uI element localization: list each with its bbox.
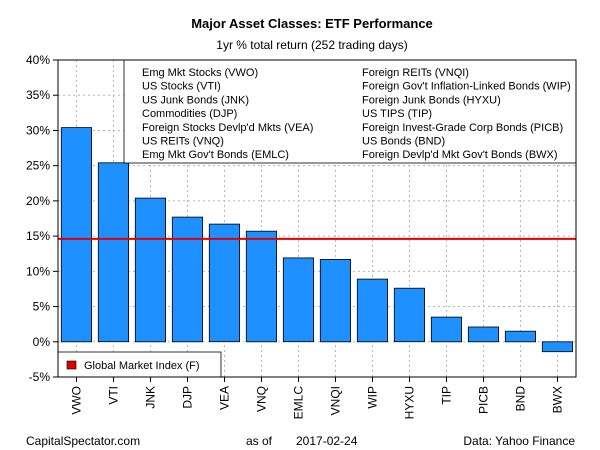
axes: -5% 0% 5% 10% 15% 20% 25% 30% 35% 40% VWO VTI JNK DJP… (26, 53, 577, 420)
x-tick-label-jnk: JNK (144, 386, 158, 409)
bar-jnk (134, 197, 167, 343)
y-tick-label: 30% (26, 123, 50, 137)
gmi-legend-label: Global Market Index (F) (84, 360, 200, 372)
chart-title: Major Asset Classes: ETF Performance (191, 16, 433, 31)
x-tick-label-hyxu: HYXU (403, 386, 417, 419)
bar-tip (430, 316, 462, 343)
x-tick-label-djp: DJP (181, 386, 195, 409)
footer-source-left: CapitalSpectator.com (26, 434, 140, 448)
bar-hyxu (393, 287, 425, 343)
legend-entry-left: Emg Mkt Gov't Bonds (EMLC) (142, 149, 289, 161)
x-tick-label-emlc: EMLC (292, 386, 306, 420)
x-tick-label-vnqi: VNQI (329, 386, 343, 415)
legend-entry-right: Foreign Devlp'd Mkt Gov't Bonds (BWX) (362, 149, 558, 161)
gmi-legend-swatch (66, 360, 77, 370)
y-tick-label: 5% (33, 300, 51, 314)
legend-entry-right: US TIPS (TIP) (362, 108, 432, 120)
bar-picb (467, 326, 499, 343)
x-tick-label-vwo: VWO (70, 386, 84, 415)
footer-data-source: Data: Yahoo Finance (463, 434, 575, 448)
legend-entry-right: Foreign REITs (VNQI) (362, 67, 469, 79)
x-tick-label-vnq: VNQ (255, 386, 269, 412)
bar-emlc (282, 257, 314, 343)
footer-as-of-date: 2017-02-24 (296, 434, 358, 448)
legend-entry-right: Foreign Gov't Inflation-Linked Bonds (WI… (362, 81, 571, 93)
bar-vea (208, 223, 241, 343)
legend-entry-right: Foreign Invest-Grade Corp Bonds (PICB) (362, 122, 563, 134)
legend-entry-right: US Bonds (BND) (362, 136, 445, 148)
x-tick-label-vti: VTI (107, 386, 121, 405)
bar-djp (171, 216, 204, 343)
x-tick-label-picb: PICB (477, 386, 491, 414)
plot-frame (57, 59, 577, 378)
y-tick-label: 35% (26, 88, 50, 102)
y-tick-label: 15% (26, 229, 50, 243)
legend-entry-left: US REITs (VNQ) (142, 136, 224, 148)
y-tick-label: -5% (29, 370, 51, 384)
y-tick-label: 25% (26, 159, 50, 173)
x-tick-label-tip: TIP (440, 386, 454, 405)
series-legend: Emg Mkt Stocks (VWO) US Stocks (VTI)US Ju… (123, 59, 577, 164)
y-tick-label: 0% (33, 335, 51, 349)
x-tick-label-wip: WIP (366, 386, 380, 409)
bar-vnqi (319, 258, 351, 343)
y-tick-label: 40% (26, 53, 50, 67)
bar-vti (97, 162, 130, 343)
bar-bnd (504, 330, 536, 343)
x-tick-label-bnd: BND (514, 386, 528, 412)
y-tick-label: 20% (26, 194, 50, 208)
global-market-index-legend: Global Market Index (F) (57, 351, 222, 378)
bar-vnq (245, 230, 278, 343)
x-tick-label-vea: VEA (218, 386, 232, 410)
bar-wip (356, 278, 388, 343)
legend-box (123, 59, 577, 164)
legend-entry-left: US Stocks (VTI) (142, 81, 221, 93)
y-tick-label: 10% (26, 264, 50, 278)
legend-entry-right: Foreign Junk Bonds (HYXU) (362, 94, 501, 106)
bar-bwx (541, 341, 573, 353)
legend-entry-left: US Junk Bonds (JNK) (142, 94, 249, 106)
bar-vwo (60, 127, 92, 343)
legend-entry-left: Emg Mkt Stocks (VWO) (142, 67, 258, 79)
x-tick-label-bwx: BWX (551, 386, 565, 413)
legend-entry-left: Foreign Stocks Devlp'd Mkts (VEA) (142, 122, 313, 134)
footer-as-of-label: as of (246, 434, 273, 448)
bars (60, 127, 573, 353)
legend-entry-left: Commodities (DJP) (142, 108, 237, 120)
chart-subtitle: 1yr % total return (252 trading days) (216, 38, 407, 52)
